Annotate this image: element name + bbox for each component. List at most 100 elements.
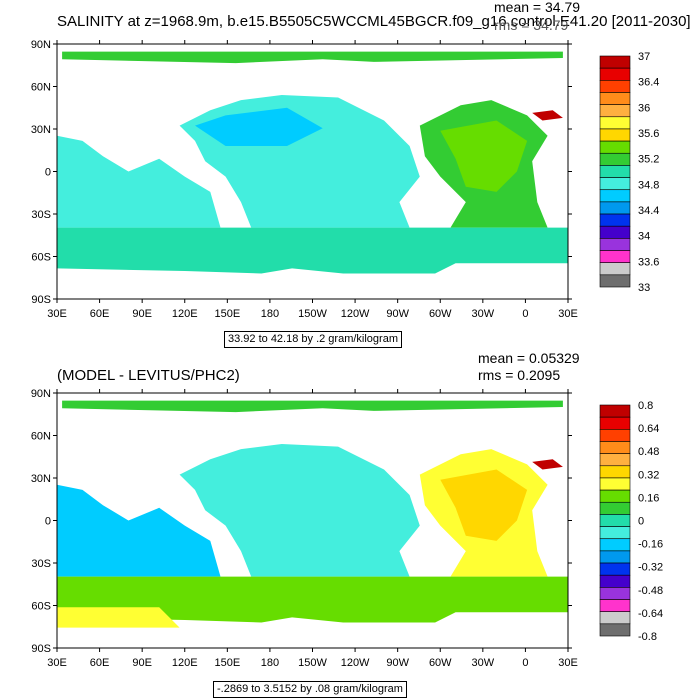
north-pacific-core — [195, 107, 323, 146]
lon-label: 30E — [47, 657, 67, 669]
colorbar-swatch — [599, 538, 631, 552]
lat-label: 90S — [31, 643, 51, 655]
panel-1-mean: mean = 34.79 — [494, 0, 581, 15]
colorbar-label: 33 — [638, 282, 650, 294]
colorbar-swatch — [599, 477, 631, 491]
lon-label: 60W — [429, 308, 452, 320]
arctic-ocean — [62, 400, 563, 413]
arctic-ocean — [62, 51, 563, 64]
mediterranean-patch — [532, 110, 563, 121]
colorbar-swatch — [599, 574, 631, 588]
colorbar-label: 0 — [638, 516, 644, 528]
colorbar-swatch — [599, 489, 631, 503]
pacific-ocean — [179, 444, 420, 577]
lon-label: 120W — [341, 308, 370, 320]
colorbar-label: 36.4 — [638, 77, 659, 89]
atlantic-core — [440, 120, 528, 192]
lon-label: 120E — [172, 308, 198, 320]
lon-label: 150W — [298, 308, 327, 320]
colorbar-swatch — [599, 526, 631, 540]
colorbar-swatch — [599, 599, 631, 612]
panel-2-rms: rms = 0.2095 — [478, 367, 561, 383]
lon-label: 120E — [172, 657, 198, 669]
lat-label: 30S — [31, 558, 51, 570]
colorbar-swatch — [599, 453, 631, 467]
lon-label: 90W — [386, 308, 409, 320]
lat-label: 30N — [31, 124, 51, 136]
colorbar-label: -0.48 — [638, 585, 663, 597]
southern-ocean — [57, 227, 568, 274]
colorbar-label: 36 — [638, 102, 650, 114]
lon-label: 30E — [558, 308, 578, 320]
colorbar-label: 0.32 — [638, 469, 659, 481]
colorbar-label: 34.4 — [638, 205, 659, 217]
colorbar-label: 33.6 — [638, 256, 659, 268]
lon-label: 150W — [298, 657, 327, 669]
colorbar-swatch — [599, 441, 631, 454]
colorbar-swatch — [599, 404, 631, 418]
colorbar-swatch — [599, 623, 631, 637]
colorbar-label: 37 — [638, 51, 650, 63]
colorbar-swatch — [599, 587, 631, 600]
lon-label: 60E — [90, 657, 110, 669]
colorbar-swatch — [599, 550, 631, 564]
atlantic-core — [440, 469, 528, 541]
colorbar-swatch — [599, 274, 631, 288]
lon-label: 30E — [47, 308, 67, 320]
panel-1-contour-info: 33.92 to 42.18 by .2 gram/kilogram — [224, 331, 402, 348]
lon-label: 30W — [472, 657, 495, 669]
lat-label: 90S — [31, 294, 51, 306]
lat-label: 60S — [31, 252, 51, 264]
colorbar-label: 35.2 — [638, 154, 659, 166]
colorbar-swatch — [599, 416, 631, 430]
colorbar-swatch — [599, 465, 631, 479]
colorbar-label: 34.8 — [638, 179, 659, 191]
lon-label: 150E — [214, 657, 240, 669]
lon-label: 90W — [386, 657, 409, 669]
colorbar-label: 0.8 — [638, 400, 653, 412]
lat-label: 0 — [45, 516, 51, 528]
colorbar-label: 0.64 — [638, 423, 659, 435]
lon-label: 90E — [132, 308, 152, 320]
lat-label: 90N — [31, 39, 51, 51]
lat-label: 30N — [31, 473, 51, 485]
colorbar-swatch — [599, 562, 631, 576]
lon-label: 60W — [429, 657, 452, 669]
mediterranean-patch — [532, 459, 563, 470]
colorbar-label: -0.8 — [638, 631, 657, 643]
colorbar-swatch — [599, 501, 631, 515]
panel-2-contour-info: -.2869 to 3.5152 by .08 gram/kilogram — [213, 681, 407, 698]
map-area-1: 90N 60N 30N 0 30S 60S 90S 30E 60E 90E 120E 150E 180 1… — [31, 39, 660, 320]
indian-ocean — [57, 135, 221, 228]
lon-label: 0 — [522, 308, 528, 320]
south-indian-anomaly — [57, 607, 180, 628]
panel-1-rms: rms = 34.79 — [494, 17, 569, 33]
lat-label: 60N — [31, 82, 51, 94]
colorbar-label: 35.6 — [638, 128, 659, 140]
panel-2-title: (MODEL - LEVITUS/PHC2) — [57, 367, 240, 384]
lon-label: 60E — [90, 308, 110, 320]
lat-label: 30S — [31, 209, 51, 221]
colorbar-swatch — [599, 514, 631, 527]
colorbar-label: 0.48 — [638, 446, 659, 458]
lon-label: 180 — [261, 657, 279, 669]
colorbar-swatch — [599, 611, 631, 625]
colorbar-label: -0.64 — [638, 608, 663, 620]
lon-label: 30W — [472, 308, 495, 320]
lon-label: 150E — [214, 308, 240, 320]
lat-label: 60S — [31, 601, 51, 613]
colorbar-swatch — [599, 429, 631, 442]
colorbar-label: -0.16 — [638, 539, 663, 551]
lon-label: 0 — [522, 657, 528, 669]
colorbar-label: 34 — [638, 231, 650, 243]
colorbar-label: -0.32 — [638, 562, 663, 574]
lon-label: 30E — [558, 657, 578, 669]
lat-label: 60N — [31, 431, 51, 443]
lon-label: 90E — [132, 657, 152, 669]
lat-label: 0 — [45, 167, 51, 179]
panel-2-mean: mean = 0.05329 — [478, 350, 580, 366]
lon-label: 120W — [341, 657, 370, 669]
southern-ocean — [57, 576, 568, 623]
lat-label: 90N — [31, 388, 51, 400]
